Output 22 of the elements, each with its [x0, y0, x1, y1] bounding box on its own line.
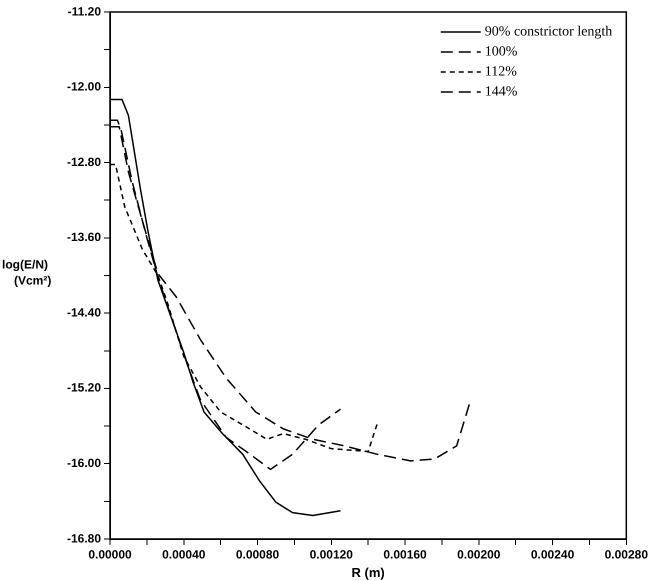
x-tick-label: 0.00080: [236, 548, 280, 562]
x-axis-title: R (m): [352, 564, 385, 580]
legend-label: 144%: [484, 84, 518, 100]
y-tick-label: -15.20: [66, 380, 102, 395]
legend-label: 100%: [484, 44, 518, 60]
legend-label: 90% constrictor length: [484, 24, 612, 40]
x-tick-label: 0.00000: [88, 548, 132, 562]
y-tick-label: -16.80: [66, 531, 102, 546]
x-tick-label: 0.00040: [162, 548, 206, 562]
y-tick-label: -12.00: [66, 80, 102, 94]
y-tick-label: -12.80: [66, 154, 102, 169]
x-tick-label: 0.00200: [457, 548, 501, 562]
y-axis-title: log(E/N) (Vcm²): [2, 257, 52, 288]
x-tick-label: 0.00120: [310, 548, 354, 562]
x-tick-label: 0.00240: [530, 548, 575, 562]
y-tick-label: -16.00: [66, 456, 102, 470]
x-tick-label: 0.00160: [383, 548, 428, 562]
y-tick-label: -11.20: [68, 4, 102, 18]
legend-label: 112%: [484, 64, 518, 80]
y-tick-label: -14.40: [66, 305, 102, 320]
y-tick-label: -13.60: [66, 230, 102, 244]
x-tick-label: 0.00280: [604, 548, 648, 562]
